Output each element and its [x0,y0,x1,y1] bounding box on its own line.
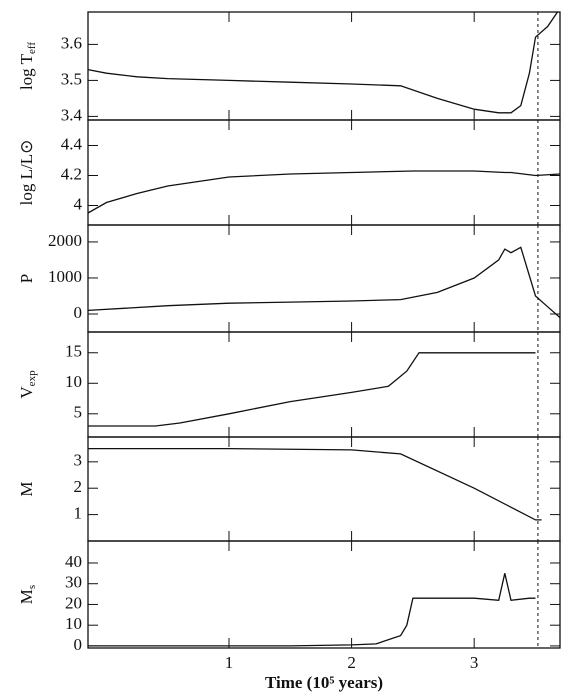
y-tick-label: 3.5 [61,69,82,88]
y-axis-label: M [17,481,36,496]
data-line [87,11,559,114]
y-axis-label-sub: exp [26,370,38,386]
y-tick-label: 10 [65,372,82,391]
data-line [88,352,536,427]
data-line [87,246,561,319]
y-axis-label-main: M [17,589,36,604]
y-axis-label-sub: eff [26,42,38,54]
y-axis-label: Vexp [17,370,38,399]
y-axis-label: Ms [17,585,38,604]
y-tick-label: 2000 [48,231,82,250]
y-axis-label-main: M [17,481,36,496]
y-tick-label: 5 [74,403,83,422]
y-axis-label: log L/L⊙ [17,140,36,206]
y-tick-label: 3.4 [61,105,83,124]
y-tick-label: 1000 [48,267,82,286]
panel-frame [87,331,561,438]
y-axis-label-main: P [17,274,36,283]
y-tick-label: 15 [65,342,82,361]
data-line [88,573,536,647]
panel-frame [87,224,561,333]
panel-frame [87,119,561,226]
y-tick-label: 40 [65,552,82,571]
x-tick-label: 1 [225,653,234,672]
y-tick-label: 4 [74,194,83,213]
y-axis-label: P [17,274,36,283]
y-axis-label-main: log L/L⊙ [17,140,36,206]
y-tick-label: 0 [74,303,83,322]
data-line [87,170,561,214]
y-tick-label: 2 [74,477,83,496]
y-axis-label: log Teff [17,42,38,90]
panel-frame [87,436,561,542]
y-tick-label: 4.2 [61,164,82,183]
x-axis-label: Time (10⁵ years) [265,673,383,692]
y-tick-label: 1 [74,504,83,523]
y-tick-label: 3.6 [61,33,82,52]
y-tick-label: 0 [74,635,83,654]
panel-frame [87,540,561,649]
x-tick-label: 3 [470,653,479,672]
panel-frame [87,11,561,121]
data-line [88,447,542,521]
x-tick-label: 2 [347,653,356,672]
y-tick-label: 4.4 [61,134,83,153]
y-tick-label: 20 [65,593,82,612]
y-axis-label-main: V [17,386,36,399]
y-tick-label: 3 [74,451,83,470]
y-tick-label: 10 [65,614,82,633]
y-axis-label-main: log T [17,53,36,90]
y-axis-label-sub: s [26,585,38,589]
y-tick-label: 30 [65,573,82,592]
